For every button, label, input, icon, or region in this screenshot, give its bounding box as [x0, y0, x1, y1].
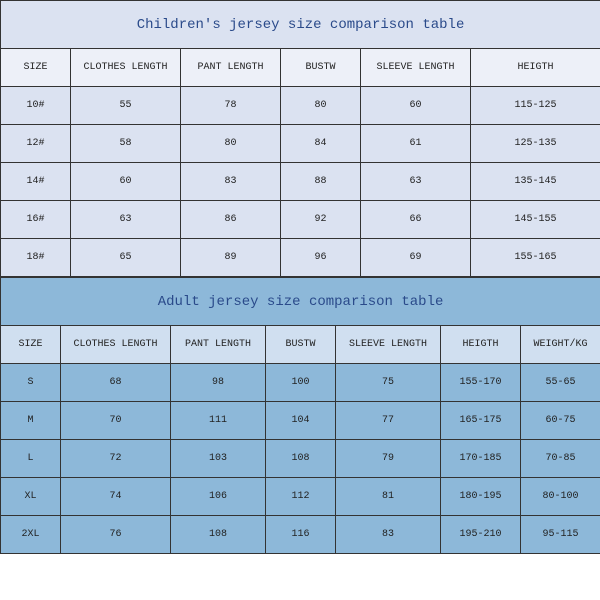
adult-cell: 83: [336, 516, 441, 554]
table-row: 10#55788060115-125: [1, 87, 600, 125]
children-cell: 14#: [1, 163, 71, 201]
children-cell: 80: [281, 87, 361, 125]
table-row: 16#63869266145-155: [1, 201, 600, 239]
adult-cell: L: [1, 440, 61, 478]
adult-column-header: SIZE: [1, 326, 61, 364]
adult-cell: 108: [171, 516, 266, 554]
children-cell: 96: [281, 239, 361, 277]
children-cell: 88: [281, 163, 361, 201]
children-size-table: Children's jersey size comparison table …: [0, 0, 600, 277]
children-cell: 16#: [1, 201, 71, 239]
children-column-header: SIZE: [1, 49, 71, 87]
adult-cell: 80-100: [521, 478, 600, 516]
children-cell: 10#: [1, 87, 71, 125]
adult-cell: 100: [266, 364, 336, 402]
adult-column-header: PANT LENGTH: [171, 326, 266, 364]
children-column-header: CLOTHES LENGTH: [71, 49, 181, 87]
adult-cell: 108: [266, 440, 336, 478]
adult-size-table: Adult jersey size comparison table SIZEC…: [0, 277, 600, 554]
adult-column-header: CLOTHES LENGTH: [61, 326, 171, 364]
adult-cell: 75: [336, 364, 441, 402]
children-cell: 155-165: [471, 239, 600, 277]
children-cell: 145-155: [471, 201, 600, 239]
size-tables-container: Children's jersey size comparison table …: [0, 0, 600, 554]
children-title-row: Children's jersey size comparison table: [1, 1, 600, 49]
adult-cell: M: [1, 402, 61, 440]
adult-cell: S: [1, 364, 61, 402]
table-row: L7210310879170-18570-85: [1, 440, 600, 478]
adult-cell: 103: [171, 440, 266, 478]
children-column-header: SLEEVE LENGTH: [361, 49, 471, 87]
adult-header-row: SIZECLOTHES LENGTHPANT LENGTHBUSTWSLEEVE…: [1, 326, 600, 364]
children-cell: 125-135: [471, 125, 600, 163]
adult-cell: 55-65: [521, 364, 600, 402]
adult-cell: 112: [266, 478, 336, 516]
adult-column-header: HEIGTH: [441, 326, 521, 364]
table-row: 2XL7610811683195-21095-115: [1, 516, 600, 554]
children-cell: 63: [361, 163, 471, 201]
adult-cell: 104: [266, 402, 336, 440]
children-cell: 63: [71, 201, 181, 239]
table-row: S689810075155-17055-65: [1, 364, 600, 402]
adult-cell: 68: [61, 364, 171, 402]
adult-cell: 72: [61, 440, 171, 478]
adult-cell: 76: [61, 516, 171, 554]
adult-cell: 180-195: [441, 478, 521, 516]
children-cell: 60: [71, 163, 181, 201]
children-cell: 89: [181, 239, 281, 277]
table-row: M7011110477165-17560-75: [1, 402, 600, 440]
adult-cell: 2XL: [1, 516, 61, 554]
children-cell: 135-145: [471, 163, 600, 201]
adult-cell: 74: [61, 478, 171, 516]
children-cell: 18#: [1, 239, 71, 277]
children-cell: 66: [361, 201, 471, 239]
adult-cell: 155-170: [441, 364, 521, 402]
children-cell: 92: [281, 201, 361, 239]
adult-cell: 165-175: [441, 402, 521, 440]
children-cell: 83: [181, 163, 281, 201]
children-cell: 78: [181, 87, 281, 125]
children-cell: 61: [361, 125, 471, 163]
adult-column-header: WEIGHT/KG: [521, 326, 600, 364]
table-row: 18#65899669155-165: [1, 239, 600, 277]
children-header-row: SIZECLOTHES LENGTHPANT LENGTHBUSTWSLEEVE…: [1, 49, 600, 87]
adult-cell: 60-75: [521, 402, 600, 440]
adult-column-header: SLEEVE LENGTH: [336, 326, 441, 364]
children-column-header: HEIGTH: [471, 49, 600, 87]
adult-column-header: BUSTW: [266, 326, 336, 364]
children-cell: 65: [71, 239, 181, 277]
adult-cell: 77: [336, 402, 441, 440]
children-cell: 55: [71, 87, 181, 125]
adult-cell: 106: [171, 478, 266, 516]
adult-cell: 81: [336, 478, 441, 516]
table-row: XL7410611281180-19580-100: [1, 478, 600, 516]
adult-cell: XL: [1, 478, 61, 516]
adult-cell: 98: [171, 364, 266, 402]
adult-title: Adult jersey size comparison table: [1, 278, 600, 326]
adult-cell: 70: [61, 402, 171, 440]
children-cell: 69: [361, 239, 471, 277]
table-row: 12#58808461125-135: [1, 125, 600, 163]
children-cell: 80: [181, 125, 281, 163]
adult-cell: 116: [266, 516, 336, 554]
adult-cell: 95-115: [521, 516, 600, 554]
children-cell: 84: [281, 125, 361, 163]
adult-cell: 111: [171, 402, 266, 440]
children-cell: 60: [361, 87, 471, 125]
children-cell: 86: [181, 201, 281, 239]
table-row: 14#60838863135-145: [1, 163, 600, 201]
adult-cell: 79: [336, 440, 441, 478]
children-cell: 115-125: [471, 87, 600, 125]
children-cell: 12#: [1, 125, 71, 163]
adult-cell: 195-210: [441, 516, 521, 554]
adult-cell: 70-85: [521, 440, 600, 478]
adult-title-row: Adult jersey size comparison table: [1, 278, 600, 326]
children-column-header: PANT LENGTH: [181, 49, 281, 87]
adult-cell: 170-185: [441, 440, 521, 478]
children-cell: 58: [71, 125, 181, 163]
children-column-header: BUSTW: [281, 49, 361, 87]
children-title: Children's jersey size comparison table: [1, 1, 600, 49]
